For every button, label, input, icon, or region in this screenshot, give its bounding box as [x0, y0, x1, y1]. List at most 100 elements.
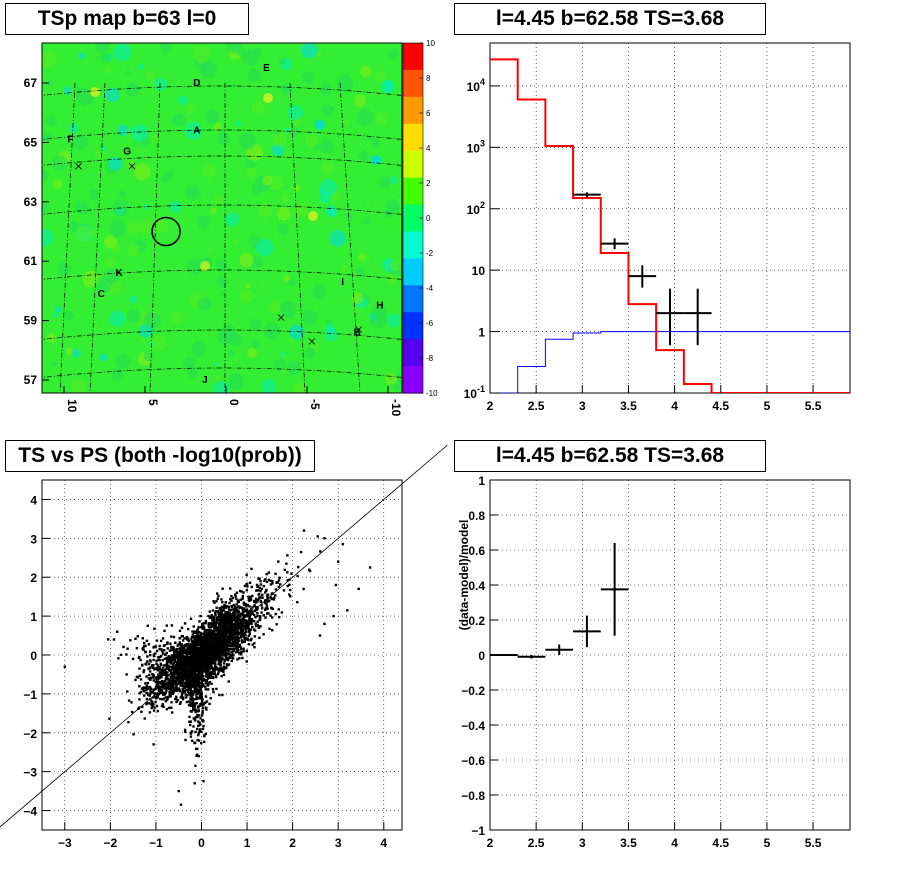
scatter-point	[247, 610, 250, 613]
scatter-point	[174, 641, 177, 644]
scatter-point	[162, 664, 165, 667]
scatter-point	[165, 667, 169, 670]
scatter-point	[148, 685, 151, 689]
scatter-point	[192, 641, 195, 645]
scatter-point	[175, 660, 179, 664]
scatter-point	[155, 704, 159, 708]
map-grid-longitude	[89, 82, 106, 393]
scatter-point	[240, 628, 243, 631]
scatter-point	[210, 648, 213, 651]
colorbar-cell	[403, 83, 423, 98]
scatter-point	[186, 655, 189, 658]
scatter-point	[189, 723, 192, 727]
map-cell	[386, 273, 398, 285]
scatter-point	[162, 705, 165, 708]
scatter-point	[286, 584, 289, 588]
map-cell	[115, 353, 131, 369]
scatter-point	[190, 710, 193, 713]
scatter-point	[178, 663, 182, 667]
scatter-point	[164, 687, 168, 691]
scatter-point	[227, 605, 230, 609]
scatter-point	[194, 635, 197, 638]
map-cell	[249, 318, 262, 331]
scatter-point	[207, 639, 211, 642]
scatter-point	[188, 676, 191, 679]
scatter-point	[154, 677, 157, 680]
map-cell	[71, 378, 87, 393]
scatter-point	[341, 543, 344, 546]
scatter-point	[332, 614, 335, 618]
scatter-point	[217, 644, 220, 647]
scatter-point	[212, 676, 215, 680]
colorbar-cell	[403, 69, 423, 84]
scatter-point	[220, 653, 224, 656]
map-cell	[320, 83, 333, 96]
scatter-point	[216, 653, 219, 657]
scatter-point	[156, 678, 159, 681]
scatter-point	[165, 656, 168, 660]
scatter-point	[230, 595, 233, 598]
scatter-point	[203, 653, 207, 656]
scatter-point	[154, 645, 158, 648]
scatter-point	[240, 632, 244, 635]
scatter-point	[175, 689, 178, 693]
scatter-point	[257, 589, 260, 592]
map-cell	[191, 341, 207, 357]
scatter-point	[214, 675, 218, 679]
scatter-point	[156, 680, 159, 683]
scatter-point	[218, 613, 221, 616]
map-cell	[250, 339, 260, 349]
scatter-point	[166, 697, 169, 700]
scatter-point	[296, 574, 299, 578]
map-cell	[217, 132, 230, 145]
scatter-point	[195, 647, 198, 651]
map-position-circle	[151, 216, 181, 247]
scatter-point	[164, 691, 167, 694]
scatter-point	[187, 674, 191, 677]
scatter-point	[266, 595, 269, 599]
map-cell	[388, 49, 399, 60]
scatter-point	[194, 710, 197, 714]
scatter-point	[184, 651, 187, 655]
scatter-point	[223, 635, 227, 638]
scatter-point	[192, 631, 196, 634]
scatter-point	[231, 625, 234, 628]
scatter-point	[190, 647, 193, 650]
scatter-point	[185, 648, 188, 651]
scatter-point	[207, 614, 210, 618]
scatter-point	[169, 675, 173, 679]
map-cell	[170, 312, 183, 324]
scatter-point	[184, 673, 188, 676]
scatter-point	[158, 658, 161, 662]
scatter-title: TS vs PS (both -log10(prob))	[5, 440, 315, 472]
scatter-point	[220, 612, 224, 616]
scatter-point	[222, 653, 225, 657]
scatter-point	[160, 648, 163, 651]
scatter-point	[138, 698, 141, 701]
map-cell	[237, 47, 246, 57]
scatter-point	[213, 670, 216, 673]
map-source-label: A	[193, 125, 200, 136]
scatter-point	[183, 686, 186, 689]
scatter-point	[222, 673, 226, 676]
map-cell	[95, 43, 110, 53]
scatter-point	[227, 648, 230, 651]
scatter-point	[215, 646, 218, 649]
scatter-point	[186, 694, 189, 697]
scatter-point	[63, 665, 66, 668]
map-cell	[292, 382, 308, 393]
map-cell	[288, 337, 295, 343]
scatter-point	[210, 614, 213, 617]
scatter-point	[195, 697, 199, 700]
scatter-point	[266, 593, 269, 597]
scatter-point	[165, 708, 168, 711]
scatter-point	[217, 629, 220, 632]
scatter-point	[156, 709, 160, 713]
scatter-point	[232, 612, 236, 615]
scatter-point	[286, 571, 289, 574]
scatter-point	[169, 656, 173, 660]
scatter-point	[201, 667, 205, 670]
scatter-point	[180, 626, 184, 629]
map-cell	[287, 104, 304, 121]
scatter-point	[217, 649, 220, 652]
